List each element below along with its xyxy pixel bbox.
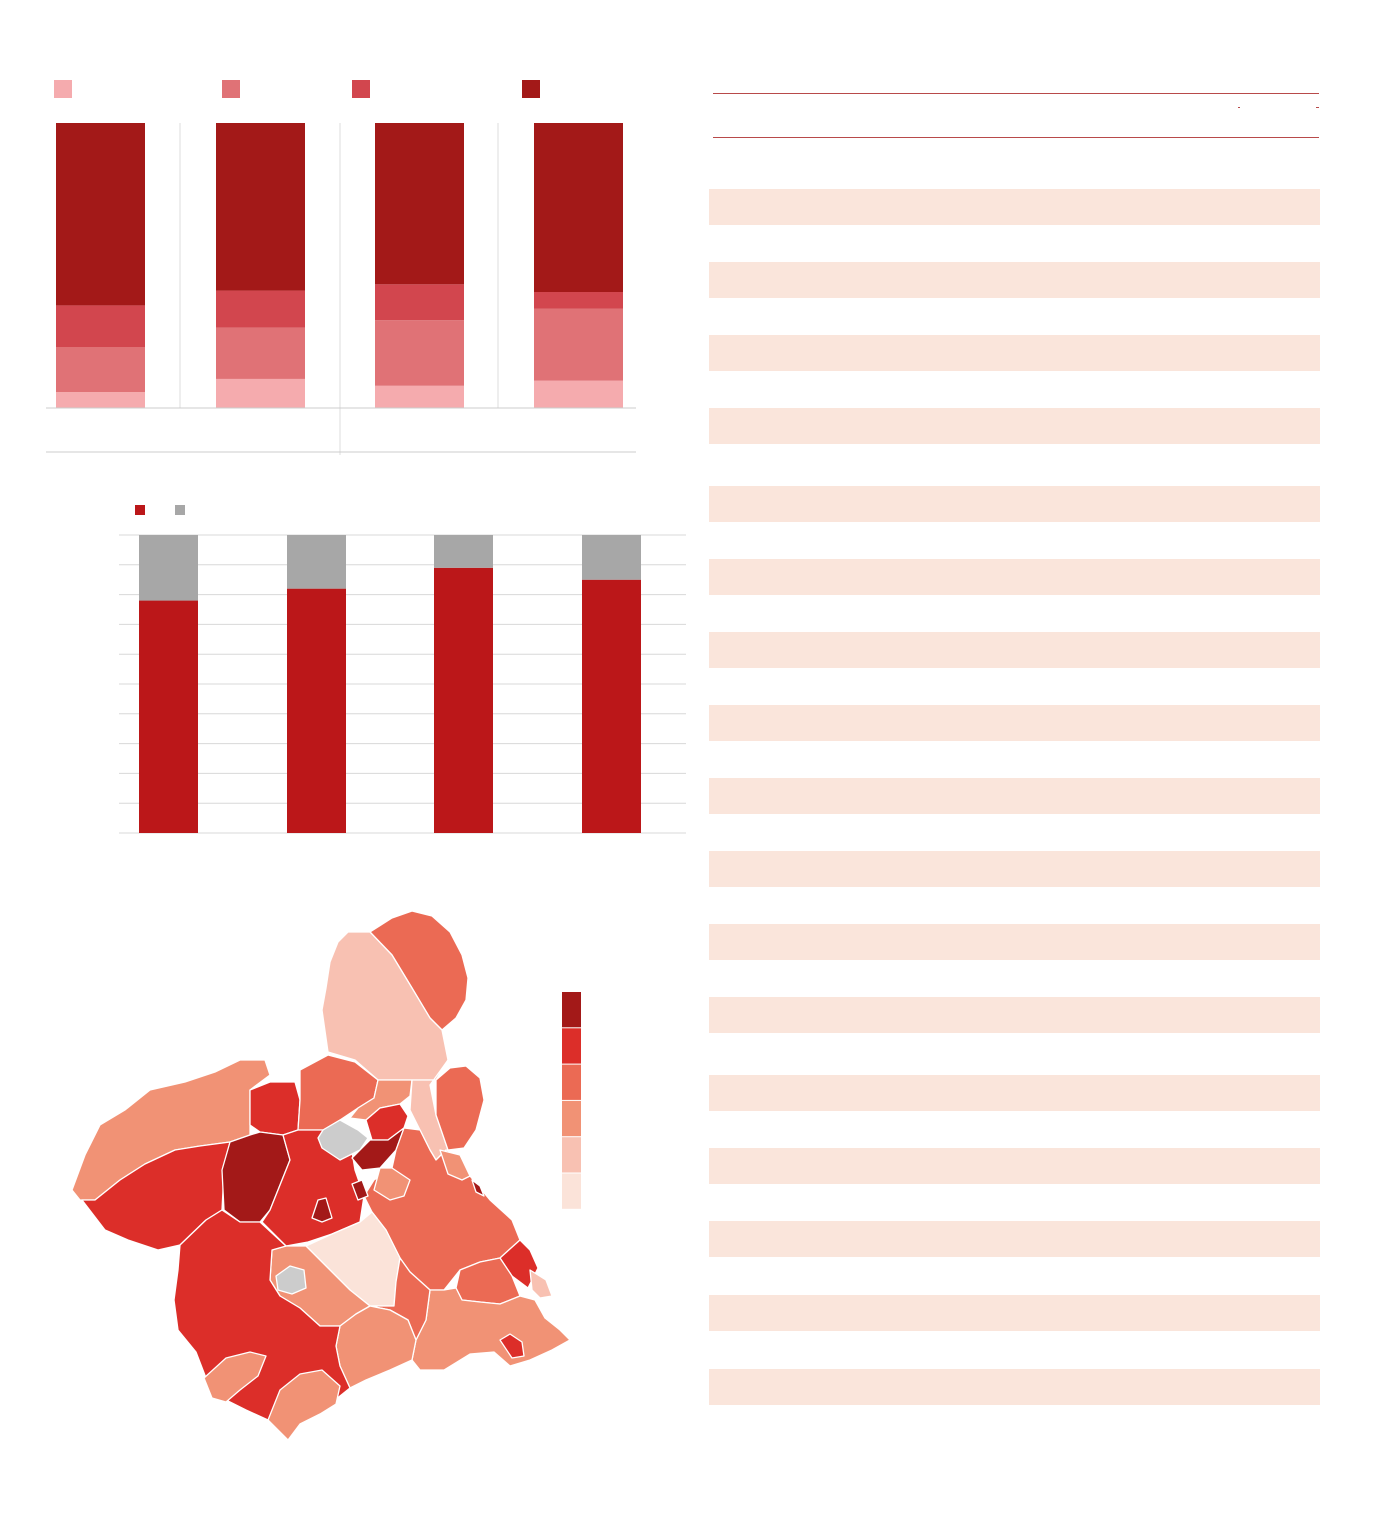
scale-swatch: [562, 1064, 581, 1100]
legend-swatch-primary: [135, 505, 145, 515]
table-row: [709, 705, 1320, 741]
map-region: [411, 1287, 571, 1371]
bar-segment: [534, 292, 623, 309]
table-row: [709, 559, 1320, 595]
stacked-share-chart: [46, 80, 636, 455]
bar-segment: [375, 320, 464, 386]
map-region: [351, 1179, 369, 1201]
bar-segment: [434, 567, 493, 833]
stacked-bars: [56, 123, 623, 408]
bar-segment: [534, 380, 623, 408]
map-region: [439, 1149, 471, 1181]
bar-segment: [375, 123, 464, 285]
legend-swatch: [54, 80, 72, 98]
bar-segment: [582, 579, 641, 833]
bar-segment: [216, 327, 305, 379]
scale-swatch: [562, 1100, 581, 1137]
map-region: [275, 1265, 307, 1295]
scale-swatch: [562, 1137, 581, 1173]
map-region: [373, 1167, 411, 1201]
map-region: [351, 1127, 405, 1171]
table-header-rule: [713, 137, 1319, 138]
map-region: [311, 1197, 333, 1223]
legend-swatch: [352, 80, 370, 98]
table-row: [709, 851, 1320, 887]
bar-segment: [534, 308, 623, 381]
two-part-stacked-chart: [119, 505, 686, 834]
bar-segment: [56, 392, 145, 408]
table-row: [709, 1075, 1320, 1111]
table-row: [709, 924, 1320, 960]
bar-segment: [434, 535, 493, 568]
bar-segment: [56, 123, 145, 306]
header-mark: [1316, 107, 1319, 108]
table-row: [709, 632, 1320, 668]
region-map: [71, 910, 571, 1441]
map-region: [529, 1269, 553, 1299]
table-row: [709, 262, 1320, 298]
bar-segment: [287, 535, 346, 589]
table-row: [709, 1148, 1320, 1184]
scale-swatch: [562, 1028, 581, 1064]
bar-segment: [216, 378, 305, 408]
bar-segment: [375, 284, 464, 321]
table-row: [709, 1221, 1320, 1257]
legend-swatch: [522, 80, 540, 98]
legend-swatch-secondary: [175, 505, 185, 515]
table-row: [709, 778, 1320, 814]
scale-swatch: [562, 1173, 581, 1209]
bar-segment: [534, 123, 623, 293]
map-region: [267, 1369, 341, 1441]
table-row: [709, 1369, 1320, 1405]
stacked-chart-legend: [54, 80, 540, 98]
table-row: [709, 1295, 1320, 1331]
bar-segment: [56, 305, 145, 348]
bar-segment: [56, 347, 145, 393]
header-mark: [1238, 107, 1240, 108]
map-region: [471, 1179, 485, 1197]
table-row: [709, 408, 1320, 444]
bar-segment: [375, 385, 464, 408]
bar-segment: [287, 588, 346, 833]
table-top-rule: [713, 93, 1319, 94]
table-row: [709, 486, 1320, 522]
bar-segment: [139, 600, 198, 833]
map-region: [499, 1333, 525, 1359]
bar-segment: [582, 535, 641, 580]
two-part-bars: [139, 535, 641, 833]
map-region: [435, 1065, 485, 1151]
map-color-scale: [562, 992, 581, 1209]
map-region: [203, 1351, 267, 1403]
bar-segment: [139, 535, 198, 601]
bar-segment: [216, 123, 305, 291]
legend-swatch: [222, 80, 240, 98]
bar-segment: [216, 290, 305, 328]
table-row: [709, 189, 1320, 225]
table-row: [709, 997, 1320, 1033]
scale-swatch: [562, 992, 581, 1028]
table-row: [709, 335, 1320, 371]
